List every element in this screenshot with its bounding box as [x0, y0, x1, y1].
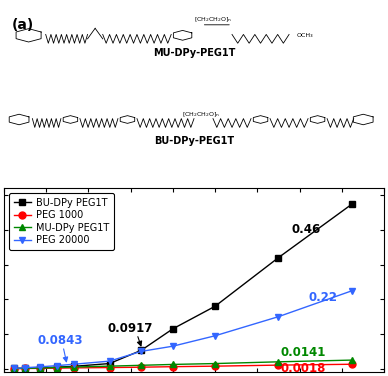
Line: BU-DPy PEG1T: BU-DPy PEG1T	[11, 200, 356, 372]
PEG 20000	[139, 349, 144, 354]
Line: PEG 20000: PEG 20000	[11, 287, 356, 372]
Line: PEG 1000: PEG 1000	[11, 361, 356, 372]
MU-DPy PEG1T	[276, 359, 281, 364]
BU-DPy PEG1T	[23, 366, 27, 370]
MU-DPy PEG1T	[12, 366, 17, 371]
MU-DPy PEG1T	[350, 358, 355, 362]
PEG 1000	[139, 365, 144, 370]
MU-DPy PEG1T	[38, 366, 42, 370]
Text: 0.0018: 0.0018	[281, 362, 326, 374]
PEG 20000	[23, 365, 27, 370]
BU-DPy PEG1T	[276, 255, 281, 260]
PEG 20000	[350, 288, 355, 293]
PEG 1000	[350, 362, 355, 367]
BU-DPy PEG1T	[12, 366, 17, 371]
PEG 1000	[23, 366, 27, 371]
BU-DPy PEG1T	[139, 348, 144, 353]
BU-DPy PEG1T	[107, 361, 112, 366]
MU-DPy PEG1T	[139, 363, 144, 368]
MU-DPy PEG1T	[107, 364, 112, 368]
Text: $\mathregular{[CH_2CH_2O]_n}$: $\mathregular{[CH_2CH_2O]_n}$	[182, 110, 221, 119]
PEG 1000	[12, 366, 17, 371]
PEG 20000	[54, 363, 59, 368]
BU-DPy PEG1T	[71, 364, 76, 368]
PEG 1000	[171, 364, 175, 369]
PEG 20000	[12, 366, 17, 370]
PEG 20000	[107, 359, 112, 363]
BU-DPy PEG1T	[38, 365, 42, 370]
Text: 0.0843: 0.0843	[38, 334, 83, 347]
Text: OCH₃: OCH₃	[297, 33, 313, 38]
Text: (a): (a)	[12, 18, 34, 32]
Text: BU-DPy-PEG1T: BU-DPy-PEG1T	[154, 135, 234, 146]
MU-DPy PEG1T	[71, 365, 76, 369]
Text: 0.22: 0.22	[308, 291, 337, 304]
Legend: BU-DPy PEG1T, PEG 1000, MU-DPy PEG1T, PEG 20000: BU-DPy PEG1T, PEG 1000, MU-DPy PEG1T, PE…	[9, 193, 114, 250]
PEG 20000	[71, 362, 76, 367]
Text: MU-DPy-PEG1T: MU-DPy-PEG1T	[153, 48, 235, 58]
PEG 20000	[38, 365, 42, 369]
BU-DPy PEG1T	[213, 304, 217, 308]
PEG 1000	[38, 366, 42, 371]
BU-DPy PEG1T	[350, 202, 355, 206]
MU-DPy PEG1T	[23, 366, 27, 371]
PEG 1000	[276, 363, 281, 367]
Text: $\mathregular{[CH_2CH_2O]_n}$: $\mathregular{[CH_2CH_2O]_n}$	[194, 15, 232, 24]
PEG 1000	[54, 366, 59, 370]
Text: 0.0141: 0.0141	[281, 346, 326, 359]
BU-DPy PEG1T	[54, 365, 59, 370]
PEG 20000	[171, 344, 175, 349]
PEG 1000	[71, 365, 76, 370]
MU-DPy PEG1T	[171, 362, 175, 367]
Line: MU-DPy PEG1T: MU-DPy PEG1T	[11, 356, 356, 372]
PEG 1000	[107, 365, 112, 370]
MU-DPy PEG1T	[213, 361, 217, 366]
PEG 20000	[276, 314, 281, 319]
MU-DPy PEG1T	[54, 365, 59, 370]
Text: 0.46: 0.46	[291, 223, 320, 236]
BU-DPy PEG1T	[171, 327, 175, 331]
PEG 20000	[213, 334, 217, 338]
Text: 0.0917: 0.0917	[107, 322, 153, 335]
PEG 1000	[213, 364, 217, 368]
